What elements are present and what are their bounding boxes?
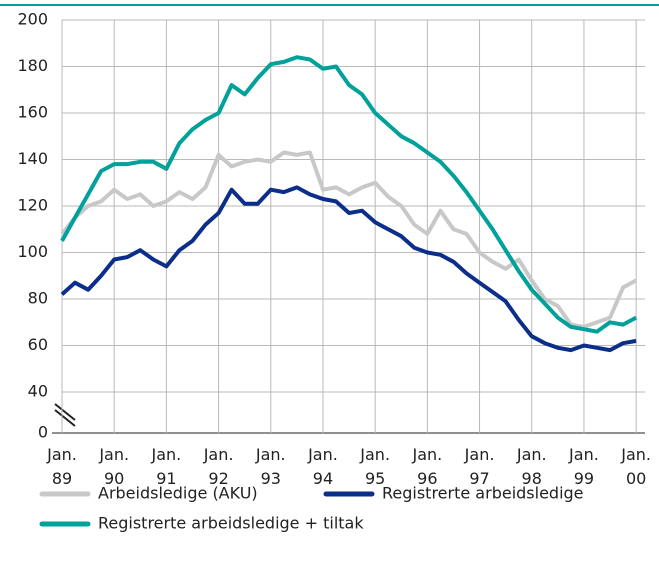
y-tick-label: 40 [28,382,48,401]
series-line [60,150,638,329]
x-tick-label: Jan. 91 [151,445,182,488]
series-line [60,55,638,334]
x-tick-label: Jan. 00 [620,445,651,488]
axis-break [54,409,76,427]
x-tick-label: Jan. 90 [98,445,129,488]
x-tick-label: Jan. 94 [307,445,338,488]
x-tick-label: Jan. 98 [516,445,547,488]
x-tick-label: Jan. 92 [203,445,234,488]
y-tick-label: 100 [17,242,48,261]
legend-label: Registrerte arbeidsledige [382,484,584,503]
y-tick-label: 0 [38,423,48,442]
y-tick-label: 120 [17,196,48,215]
y-tick-label: 60 [28,335,48,354]
x-tick-label: Jan. 93 [255,445,286,488]
x-tick-label: Jan. 97 [464,445,495,488]
y-tick-label: 160 [17,103,48,122]
x-tick-label: Jan. 99 [568,445,599,488]
y-tick-label: 140 [17,149,48,168]
y-tick-label: 200 [17,10,48,29]
x-tick-label: Jan. 95 [359,445,390,488]
axis-break [54,403,76,421]
y-tick-label: 180 [17,56,48,75]
legend-label: Registrerte arbeidsledige + tiltak [98,514,364,533]
series-line [60,185,637,353]
y-tick-label: 80 [28,289,48,308]
x-tick-label: Jan. 96 [411,445,442,488]
legend-label: Arbeidsledige (AKU) [98,484,258,503]
x-tick-label: Jan. 89 [46,445,77,488]
